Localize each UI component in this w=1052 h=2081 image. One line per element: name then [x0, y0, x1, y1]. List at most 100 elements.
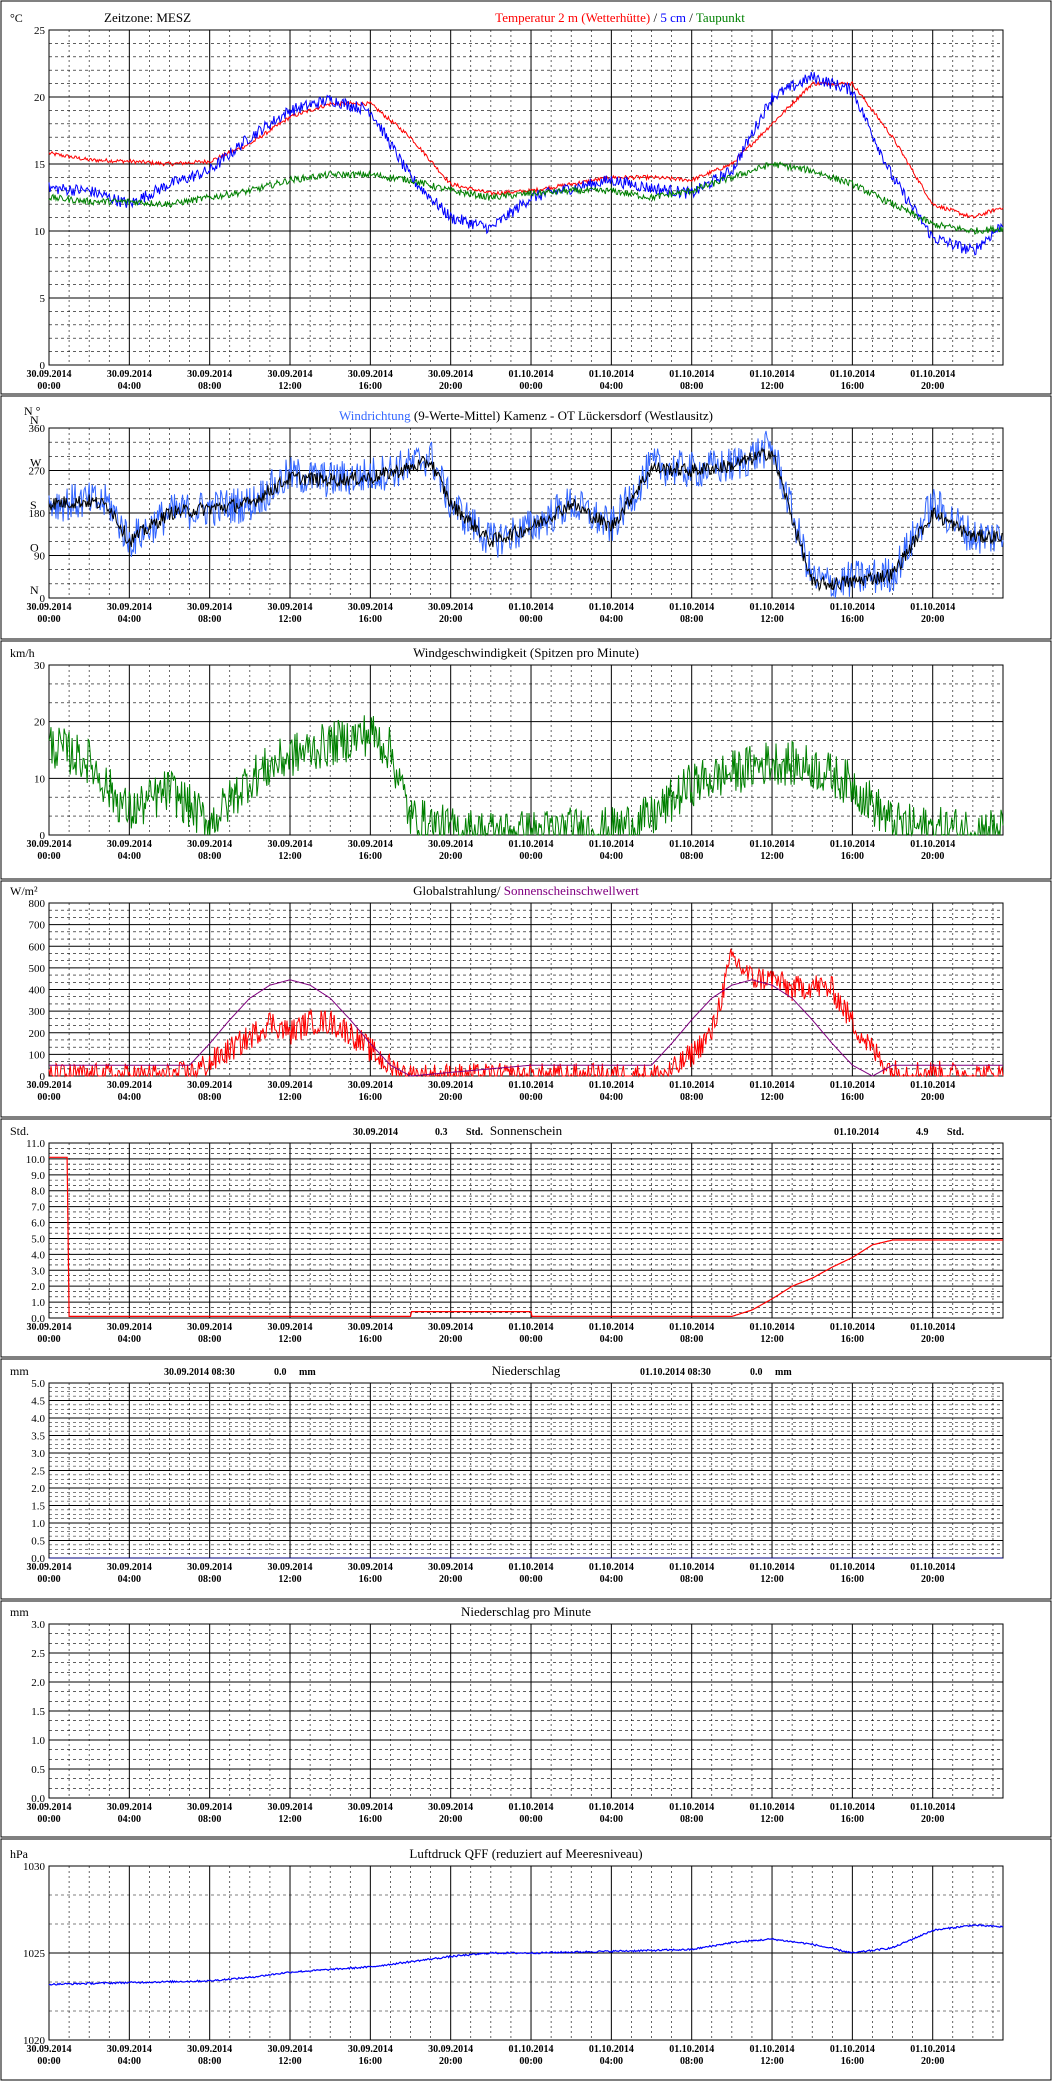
x-tick-time: 12:00 [760, 1092, 783, 1103]
y-tick-label: 0 [40, 360, 46, 372]
x-tick-time: 04:00 [118, 1334, 141, 1345]
x-tick-time: 16:00 [841, 1814, 864, 1825]
y-tick-label: 1.5 [31, 1501, 45, 1513]
x-tick-time: 00:00 [519, 381, 542, 392]
y-tick-label: 1020 [23, 2035, 46, 2047]
x-tick-date: 01.10.2014 [589, 1322, 634, 1333]
x-tick-time: 20:00 [921, 614, 944, 625]
y-tick-label: 800 [29, 898, 46, 910]
summary-date: 30.09.2014 [353, 1127, 398, 1138]
x-tick-time: 16:00 [841, 381, 864, 392]
summary-value: 4.9 [916, 1127, 929, 1138]
panel-precipitation-minute: 0.0 0.5 1.0 1.5 2.0 2.5 3.0mm Niederschlag pro … [0, 1600, 1052, 1838]
grid [49, 30, 1003, 365]
x-tick-date: 01.10.2014 [910, 1080, 955, 1091]
title-part: 5 cm [660, 10, 686, 25]
x-tick-date: 01.10.2014 [669, 2044, 714, 2055]
x-tick-time: 16:00 [841, 1334, 864, 1345]
x-tick-date: 01.10.2014 [669, 1080, 714, 1091]
plot-area [48, 664, 1004, 836]
x-tick-time: 00:00 [519, 1574, 542, 1585]
x-tick-date: 30.09.2014 [187, 839, 232, 850]
x-tick-date: 01.10.2014 [750, 2044, 795, 2055]
unit-label: mm [10, 1364, 29, 1378]
y-tick-label: 600 [29, 941, 46, 953]
x-tick-date: 01.10.2014 [910, 1322, 955, 1333]
x-tick-date: 30.09.2014 [348, 1322, 393, 1333]
x-tick-time: 08:00 [198, 1334, 221, 1345]
x-tick-date: 30.09.2014 [348, 369, 393, 380]
x-tick-date: 30.09.2014 [268, 839, 313, 850]
x-tick-date: 30.09.2014 [187, 1080, 232, 1091]
summary-value: 0.3 [435, 1127, 448, 1138]
x-tick-date: 01.10.2014 [910, 602, 955, 613]
y-tick-label: 360 [29, 423, 46, 435]
summary-unit: mm [299, 1367, 316, 1378]
x-tick-time: 12:00 [278, 1814, 301, 1825]
y-tick-label: 2.5 [31, 1466, 45, 1478]
title-part: / [686, 10, 696, 25]
series-line [48, 71, 1004, 256]
x-tick-date: 01.10.2014 [750, 602, 795, 613]
x-tick-time: 12:00 [278, 1334, 301, 1345]
y-tick-label: 10 [34, 773, 46, 785]
x-tick-time: 12:00 [278, 381, 301, 392]
title-part: Windgeschwindigkeit (Spitzen pro Minute) [413, 645, 639, 660]
series-line [48, 1924, 1004, 1986]
y-tick-label: 0 [40, 830, 46, 842]
x-tick-time: 04:00 [600, 381, 623, 392]
series-line [48, 948, 1004, 1078]
y-tick-label: 1025 [23, 1948, 46, 1960]
x-tick-time: 08:00 [680, 1092, 703, 1103]
x-tick-date: 01.10.2014 [669, 1562, 714, 1573]
x-tick-date: 01.10.2014 [830, 602, 875, 613]
x-tick-time: 04:00 [118, 614, 141, 625]
timezone-label: Zeitzone: MESZ [104, 10, 191, 25]
x-tick-time: 12:00 [278, 1574, 301, 1585]
x-tick-date: 30.09.2014 [107, 1080, 152, 1091]
summary-unit: Std. [947, 1127, 964, 1138]
x-tick-date: 30.09.2014 [107, 2044, 152, 2055]
x-tick-time: 16:00 [359, 1814, 382, 1825]
x-tick-date: 30.09.2014 [107, 1562, 152, 1573]
x-tick-time: 16:00 [359, 614, 382, 625]
summary-unit: Std. [466, 1127, 483, 1138]
y-tick-label: 3.0 [31, 1448, 45, 1460]
x-tick-date: 30.09.2014 [27, 1322, 72, 1333]
x-tick-date: 01.10.2014 [509, 2044, 554, 2055]
y-tick-label: 0 [40, 593, 46, 605]
x-tick-date: 01.10.2014 [589, 2044, 634, 2055]
y-tick-label: 2.0 [31, 1483, 45, 1495]
x-tick-date: 30.09.2014 [348, 1080, 393, 1091]
x-tick-date: 30.09.2014 [348, 1802, 393, 1813]
compass-label: N [30, 413, 39, 427]
y-tick-label: 10 [34, 226, 46, 238]
x-tick-date: 30.09.2014 [187, 1322, 232, 1333]
x-tick-date: 30.09.2014 [268, 1080, 313, 1091]
y-tick-label: 180 [29, 508, 46, 520]
grid [49, 1624, 1003, 1798]
x-tick-date: 30.09.2014 [428, 1322, 473, 1333]
x-tick-date: 30.09.2014 [348, 1562, 393, 1573]
unit-label: hPa [10, 1847, 29, 1861]
x-tick-time: 12:00 [760, 1574, 783, 1585]
x-tick-date: 01.10.2014 [750, 1562, 795, 1573]
title-part: Taupunkt [696, 10, 745, 25]
x-tick-time: 04:00 [118, 1574, 141, 1585]
x-tick-date: 30.09.2014 [348, 602, 393, 613]
y-tick-label: 3.0 [31, 1619, 45, 1631]
y-tick-label: 5.0 [31, 1378, 45, 1390]
chart-title: Luftdruck QFF (reduziert auf Meeresnivea… [409, 1846, 642, 1861]
x-tick-time: 04:00 [118, 1814, 141, 1825]
y-tick-label: 5.0 [31, 1233, 45, 1245]
y-tick-label: 1.0 [31, 1518, 45, 1530]
summary-value: 0.0 [750, 1367, 763, 1378]
x-tick-time: 20:00 [921, 2056, 944, 2067]
title-part: Kamenz - OT Lückersdorf (Westlausitz) [500, 408, 713, 423]
x-tick-time: 20:00 [921, 1092, 944, 1103]
title-part: Luftdruck QFF (reduziert auf Meeresnivea… [409, 1846, 642, 1861]
x-tick-date: 01.10.2014 [509, 1562, 554, 1573]
title-part: Niederschlag [492, 1363, 561, 1378]
